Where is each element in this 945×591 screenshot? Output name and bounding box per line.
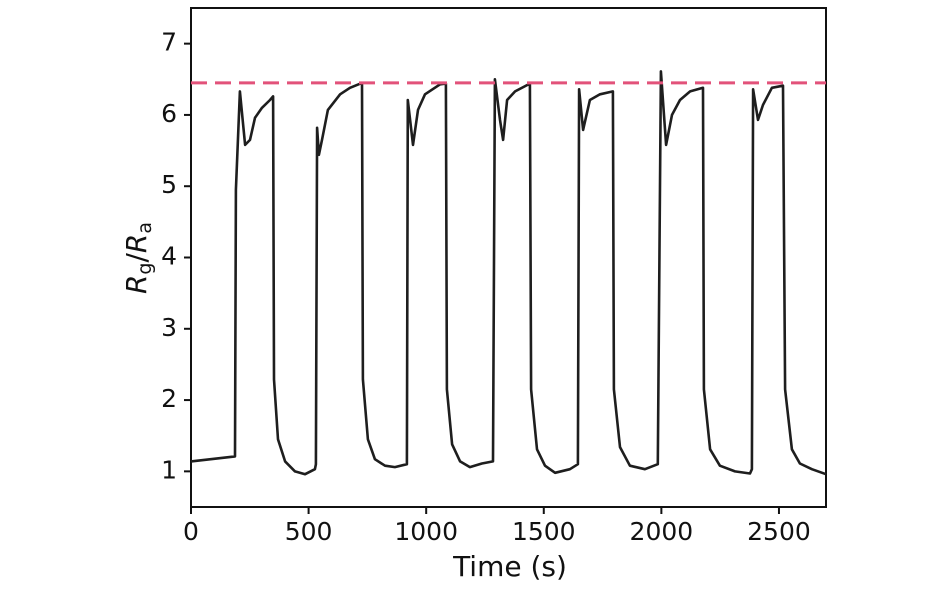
x-tick-label: 2500: [747, 517, 811, 546]
y-tick-label: 1: [161, 455, 177, 484]
y-tick-label: 4: [161, 242, 177, 271]
y-label-part: R: [120, 234, 153, 253]
x-tick-label: 500: [285, 517, 333, 546]
y-tick-label: 6: [161, 99, 177, 128]
x-tick-label: 1500: [512, 517, 576, 546]
y-label-part: /: [120, 253, 153, 263]
x-tick-label: 0: [183, 517, 199, 546]
y-label-part: a: [134, 222, 156, 234]
y-label-part: g: [134, 263, 156, 275]
y-tick-label: 3: [161, 313, 177, 342]
y-tick-label: 2: [161, 384, 177, 413]
y-axis-label: Rg/Ra: [120, 222, 156, 294]
x-tick-label: 1000: [394, 517, 458, 546]
y-label-part: R: [120, 275, 153, 294]
y-tick-label: 5: [161, 170, 177, 199]
y-tick-label: 7: [161, 28, 177, 57]
x-tick-label: 2000: [630, 517, 694, 546]
data-line: [190, 70, 827, 476]
x-axis-label: Time (s): [452, 550, 567, 583]
